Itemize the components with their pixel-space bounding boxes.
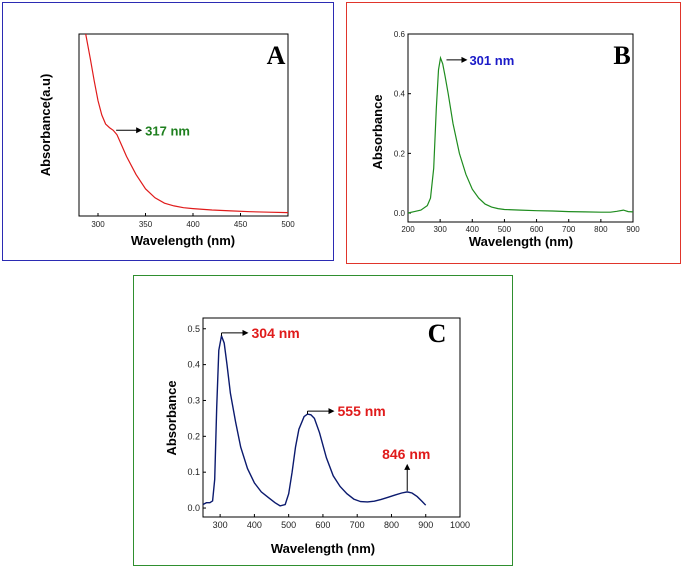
chart-c-ytick-label-2: 0.2 — [187, 431, 200, 441]
chart-c-panel-label: C — [428, 319, 447, 348]
chart-a-annotation-arrowhead — [136, 127, 143, 134]
chart-b-xtick-label-2: 400 — [466, 225, 480, 234]
chart-c-annotation-arrowhead-1 — [328, 408, 335, 415]
chart-b-xtick-label-6: 800 — [594, 225, 608, 234]
chart-a-frame — [78, 33, 289, 217]
chart-b-ticks: 200 300 400 500 600 700 800 900 0.0 0.2 0.4 0.6 — [394, 30, 640, 234]
chart-a-xtick-label-4: 500 — [281, 220, 295, 229]
chart-b-annotation-arrowhead — [461, 56, 468, 63]
chart-a-xtick-label-0: 300 — [91, 220, 105, 229]
chart-a-panel-label: A — [267, 41, 286, 70]
chart-c-ytick-label-0: 0.0 — [187, 503, 200, 513]
chart-b-xtick-label-3: 500 — [498, 225, 512, 234]
panel-a — [2, 2, 334, 261]
chart-c-xtick-label-0: 300 — [213, 520, 228, 530]
chart-b-xtick-label-1: 300 — [433, 225, 447, 234]
chart-a-xtick-label-1: 350 — [139, 220, 153, 229]
chart-c-xtick-label-4: 700 — [350, 520, 365, 530]
chart-a-annotation-label: 317 nm — [145, 123, 190, 138]
chart-c-annotation-label-0: 304 nm — [252, 325, 300, 341]
panel-b — [346, 2, 681, 264]
chart-b-xtick-label-5: 700 — [562, 225, 576, 234]
chart-c: C Wavelength (nm) Absorbance 300 400 500 60… — [164, 317, 470, 556]
chart-c-xtick-label-1: 400 — [247, 520, 262, 530]
chart-c-xtick-label-5: 800 — [384, 520, 399, 530]
chart-b: B Wavelength (nm) Absorbance 200 300 400 50… — [370, 30, 640, 249]
chart-c-ytick-label-4: 0.4 — [187, 360, 200, 370]
chart-c-ytick-label-5: 0.5 — [187, 324, 200, 334]
panel-c — [133, 275, 513, 566]
chart-a-ylabel: Absorbance(a.u) — [38, 74, 53, 177]
chart-b-ytick-label-0: 0.0 — [394, 209, 406, 218]
chart-b-annotation: 301 nm — [446, 53, 514, 68]
chart-c-frame — [202, 317, 461, 518]
chart-c-xlabel: Wavelength (nm) — [271, 541, 375, 556]
chart-b-frame — [407, 33, 634, 223]
chart-b-xtick-label-4: 600 — [530, 225, 544, 234]
chart-b-ytick-label-1: 0.2 — [394, 149, 406, 158]
chart-c-annotation-arrowhead-2 — [404, 463, 411, 470]
chart-a-xtick-label-3: 450 — [234, 220, 248, 229]
chart-b-xtick-label-7: 900 — [626, 225, 640, 234]
chart-b-annotation-label: 301 nm — [469, 53, 514, 68]
chart-b-ylabel: Absorbance — [370, 94, 385, 169]
chart-c-xtick-label-7: 1000 — [450, 520, 470, 530]
chart-b-ytick-label-2: 0.4 — [394, 90, 406, 99]
chart-b-xlabel: Wavelength (nm) — [469, 234, 573, 249]
chart-a-ticks: 300 350 400 450 500 — [91, 213, 295, 229]
chart-b-series-line — [407, 55, 634, 214]
chart-b-panel-label: B — [613, 41, 630, 70]
chart-c-annotation-label-2: 846 nm — [382, 446, 430, 462]
chart-c-xtick-label-6: 900 — [418, 520, 433, 530]
chart-c-series-line — [202, 333, 427, 507]
chart-b-xtick-label-0: 200 — [401, 225, 415, 234]
chart-c-xtick-label-3: 600 — [315, 520, 330, 530]
chart-c-ticks: 300 400 500 600 700 800 900 1000 0.0 0.1 0.2 0.3 0.4… — [187, 324, 470, 530]
chart-b-ytick-label-3: 0.6 — [394, 30, 406, 39]
chart-c-xtick-label-2: 500 — [281, 520, 296, 530]
chart-c-ytick-label-3: 0.3 — [187, 395, 200, 405]
chart-c-annotations: 304 nm 555 nm 846 nm — [221, 325, 430, 491]
chart-c-ylabel: Absorbance — [164, 380, 179, 455]
chart-a-xlabel: Wavelength (nm) — [131, 233, 235, 248]
chart-a-series-line — [85, 33, 289, 214]
chart-c-annotation-arrowhead-0 — [242, 329, 249, 336]
chart-c-annotation-label-1: 555 nm — [338, 403, 386, 419]
chart-c-ytick-label-1: 0.1 — [187, 467, 200, 477]
chart-a: A Wavelength (nm) Absorbance(a.u) 300 350… — [38, 33, 295, 248]
chart-a-annotation: 317 nm — [116, 123, 190, 138]
chart-a-xtick-label-2: 400 — [186, 220, 200, 229]
